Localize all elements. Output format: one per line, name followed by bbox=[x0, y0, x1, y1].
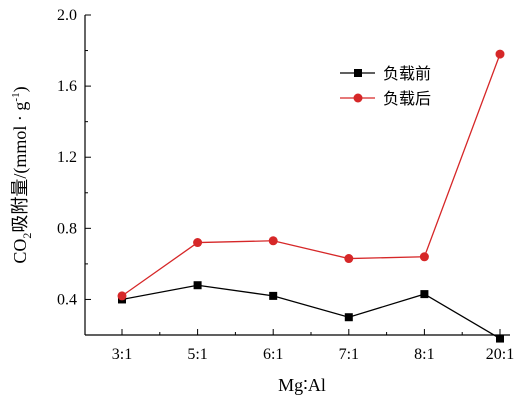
y-title-middle: 吸附量/(mmol · g bbox=[10, 102, 31, 233]
x-tick-label: 8:1 bbox=[414, 346, 434, 363]
data-point bbox=[496, 334, 504, 343]
x-ticks: 3:1 5:1 6:1 7:1 8:1 20:1 bbox=[112, 329, 514, 363]
legend-marker-after bbox=[353, 93, 363, 103]
legend-item-after: 负载后 bbox=[340, 89, 431, 108]
x-axis-title: Mg∶Al bbox=[278, 375, 326, 395]
axes bbox=[84, 15, 510, 336]
series-layer bbox=[117, 49, 505, 343]
data-point bbox=[344, 313, 353, 322]
y-tick-label: 2.0 bbox=[57, 7, 77, 24]
legend-item-before: 负载前 bbox=[340, 64, 431, 83]
legend: 负载前 负载后 bbox=[340, 64, 431, 108]
y-title-suffix: ) bbox=[10, 86, 31, 92]
data-point bbox=[268, 236, 278, 246]
data-point bbox=[193, 238, 203, 248]
series-line bbox=[121, 284, 501, 340]
y-tick-label: 1.2 bbox=[57, 149, 77, 166]
legend-marker-before bbox=[354, 69, 362, 77]
x-tick-label: 20:1 bbox=[486, 346, 514, 363]
y-title-subscript: 2 bbox=[20, 233, 34, 239]
data-point bbox=[193, 281, 202, 290]
data-point bbox=[344, 254, 354, 264]
y-axis-title: CO2吸附量/(mmol · g-1) bbox=[10, 86, 34, 263]
x-tick-label: 7:1 bbox=[339, 346, 359, 363]
y-tick-label: 0.8 bbox=[57, 220, 77, 237]
data-point bbox=[117, 291, 127, 301]
x-tick-label: 3:1 bbox=[112, 346, 132, 363]
y-title-prefix: CO bbox=[10, 239, 30, 264]
x-tick-label: 5:1 bbox=[187, 346, 207, 363]
legend-label-after: 负载后 bbox=[383, 89, 431, 108]
y-tick-label: 0.4 bbox=[57, 291, 77, 308]
y-ticks: 0.4 0.8 1.2 1.6 2.0 bbox=[57, 7, 91, 336]
data-point bbox=[495, 49, 505, 59]
data-point bbox=[419, 252, 429, 262]
legend-label-before: 负载前 bbox=[383, 64, 431, 83]
series-line bbox=[121, 53, 501, 297]
data-point bbox=[420, 290, 429, 299]
y-title-superscript: -1 bbox=[10, 92, 22, 101]
data-point bbox=[269, 291, 278, 300]
x-tick-label: 6:1 bbox=[263, 346, 283, 363]
series-1 bbox=[117, 49, 505, 301]
y-tick-label: 1.6 bbox=[57, 78, 77, 95]
